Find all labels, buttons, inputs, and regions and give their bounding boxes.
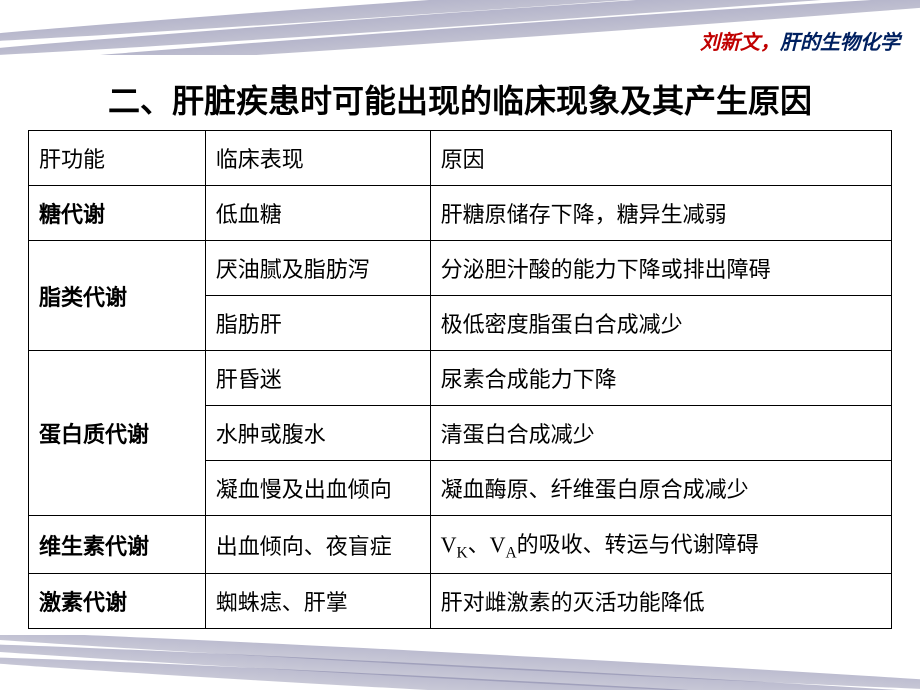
cell-reason: 分泌胆汁酸的能力下降或排出障碍	[430, 241, 891, 296]
cell-symptom: 凝血慢及出血倾向	[205, 461, 430, 516]
header-author: 刘新文，	[700, 32, 780, 54]
cell-reason: 凝血酶原、纤维蛋白原合成减少	[430, 461, 891, 516]
cell-reason: 尿素合成能力下降	[430, 351, 891, 406]
cell-function: 糖代谢	[29, 186, 206, 241]
cell-reason: 肝糖原储存下降，糖异生减弱	[430, 186, 891, 241]
cell-symptom: 肝昏迷	[205, 351, 430, 406]
table-row: 肝功能临床表现原因	[29, 131, 892, 186]
cell-symptom: 低血糖	[205, 186, 430, 241]
cell-symptom: 出血倾向、夜盲症	[205, 516, 430, 574]
table-row: 激素代谢蜘蛛痣、肝掌肝对雌激素的灭活功能降低	[29, 574, 892, 629]
header-subject: 肝的生物化学	[780, 32, 900, 54]
cell-symptom: 厌油腻及脂肪泻	[205, 241, 430, 296]
cell-reason: 原因	[430, 131, 891, 186]
cell-reason: VK、VA的吸收、转运与代谢障碍	[430, 516, 891, 574]
cell-function: 维生素代谢	[29, 516, 206, 574]
table-row: 维生素代谢出血倾向、夜盲症VK、VA的吸收、转运与代谢障碍	[29, 516, 892, 574]
cell-symptom: 水肿或腹水	[205, 406, 430, 461]
cell-symptom: 临床表现	[205, 131, 430, 186]
table-row: 蛋白质代谢肝昏迷尿素合成能力下降	[29, 351, 892, 406]
cell-reason: 肝对雌激素的灭活功能降低	[430, 574, 891, 629]
slide-header: 刘新文，肝的生物化学	[700, 26, 900, 55]
clinical-table: 肝功能临床表现原因糖代谢低血糖肝糖原储存下降，糖异生减弱脂类代谢厌油腻及脂肪泻分…	[28, 130, 892, 629]
cell-function: 脂类代谢	[29, 241, 206, 351]
bottom-wave-decoration	[0, 635, 920, 690]
cell-function: 蛋白质代谢	[29, 351, 206, 516]
cell-symptom: 蜘蛛痣、肝掌	[205, 574, 430, 629]
cell-reason: 清蛋白合成减少	[430, 406, 891, 461]
table-row: 糖代谢低血糖肝糖原储存下降，糖异生减弱	[29, 186, 892, 241]
cell-function: 肝功能	[29, 131, 206, 186]
slide-title: 二、肝脏疾患时可能出现的临床现象及其产生原因	[0, 76, 920, 122]
table-row: 脂类代谢厌油腻及脂肪泻分泌胆汁酸的能力下降或排出障碍	[29, 241, 892, 296]
cell-function: 激素代谢	[29, 574, 206, 629]
cell-reason: 极低密度脂蛋白合成减少	[430, 296, 891, 351]
cell-symptom: 脂肪肝	[205, 296, 430, 351]
